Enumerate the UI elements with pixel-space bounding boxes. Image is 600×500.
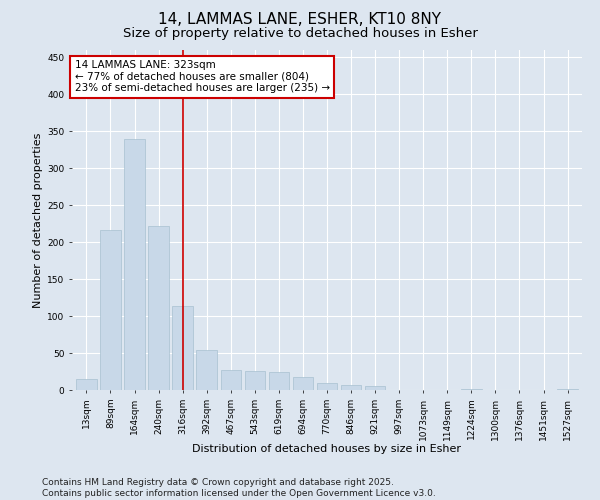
Text: 14, LAMMAS LANE, ESHER, KT10 8NY: 14, LAMMAS LANE, ESHER, KT10 8NY (158, 12, 442, 28)
Bar (245, 371, 265, 390)
Bar (341, 385, 361, 390)
Text: 14 LAMMAS LANE: 323sqm
← 77% of detached houses are smaller (804)
23% of semi-de: 14 LAMMAS LANE: 323sqm ← 77% of detached… (74, 60, 329, 94)
Text: Contains HM Land Registry data © Crown copyright and database right 2025.
Contai: Contains HM Land Registry data © Crown c… (42, 478, 436, 498)
Bar (293, 376, 313, 390)
Text: Size of property relative to detached houses in Esher: Size of property relative to detached ho… (122, 28, 478, 40)
Bar (76, 379, 97, 390)
Bar (196, 350, 217, 390)
Bar (148, 226, 169, 390)
Bar (557, 388, 578, 390)
Bar (461, 388, 482, 390)
Bar (100, 230, 121, 390)
Bar (221, 370, 241, 390)
Bar (124, 138, 145, 390)
Bar (269, 372, 289, 390)
Y-axis label: Number of detached properties: Number of detached properties (33, 132, 43, 308)
X-axis label: Distribution of detached houses by size in Esher: Distribution of detached houses by size … (193, 444, 461, 454)
Bar (317, 382, 337, 390)
Bar (172, 306, 193, 390)
Bar (365, 386, 385, 390)
